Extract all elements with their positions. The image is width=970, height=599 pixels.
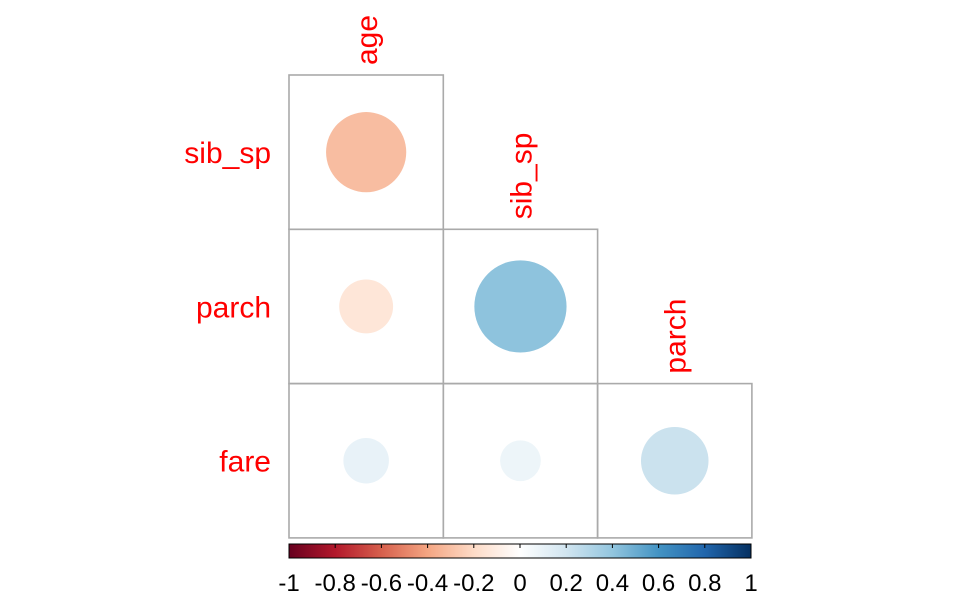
corr-circle-fare-age [343,437,389,484]
colorbar-tick-label: 1 [744,570,757,597]
grid-cell-fare-parch [596,382,753,539]
colorbar-tick-label: -1 [278,570,299,597]
colorbar-tick-label: 0.8 [688,570,721,597]
corr-circle-parch-sib_sp [474,260,567,353]
colorbar-tick-label: 0.2 [550,570,583,597]
colorbar-tick-label: -0.4 [407,570,448,597]
colorbar-tick-label: -0.6 [361,570,402,597]
colorbar-tick-label: -0.8 [315,570,356,597]
correlation-circles [326,112,709,495]
colorbar-tick-label: 0.4 [596,570,629,597]
corr-circle-parch-age [339,279,394,334]
corr-circle-fare-sib_sp [500,440,541,482]
colorbar-tick-label: 0 [513,570,526,597]
colorbar-tick-label: 0.6 [642,570,675,597]
cell-grid [288,74,753,539]
colorbar-tick-label: -0.2 [453,570,494,597]
colorbar: -1 -0.8 -0.6 -0.4 -0.2 0 0.2 0.4 0.6 0.8 1 [278,543,758,597]
row-label-sib_sp: sib_sp [184,137,271,170]
corr-circle-fare-parch [640,426,709,495]
column-label-age: age [351,15,384,65]
colorbar-strip [289,544,751,558]
column-label-parch: parch [660,299,693,374]
row-label-parch: parch [196,291,271,324]
row-label-fare: fare [219,446,271,479]
corr-circle-sib_sp-age [326,112,407,193]
column-label-sib_sp: sib_sp [505,133,538,220]
